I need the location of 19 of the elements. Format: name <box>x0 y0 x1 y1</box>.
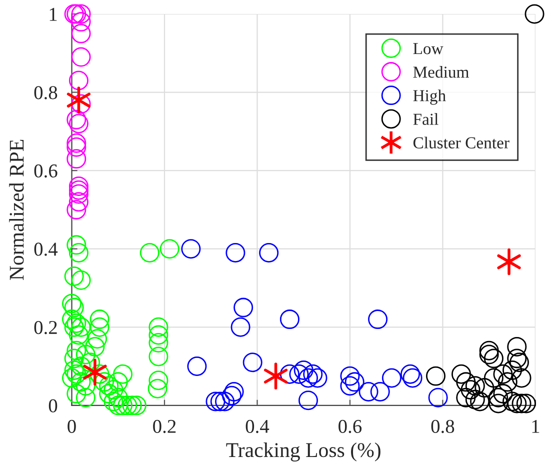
legend-label: Medium <box>413 66 469 78</box>
x-tick-label: 0.2 <box>153 420 176 434</box>
y-tick-label: 0.8 <box>34 86 58 100</box>
x-tick-label: 0 <box>68 420 76 433</box>
legend-label: Fail <box>413 113 438 125</box>
x-axis-title: Tracking Loss (%) <box>226 442 380 462</box>
x-tick-label: 1 <box>532 420 540 433</box>
y-tick-label: 1 <box>50 8 57 21</box>
y-tick-label: 0.2 <box>34 320 57 334</box>
y-tick-label: 0.6 <box>34 164 58 178</box>
x-tick-label: 0.4 <box>246 420 270 434</box>
legend-label: Cluster Center <box>413 136 510 148</box>
legend-label: High <box>413 90 446 105</box>
legend-label: Low <box>413 43 444 54</box>
y-tick-label: 0 <box>48 399 58 412</box>
y-axis-title: Normalized RPE <box>9 140 24 280</box>
y-tick-label: 0.4 <box>34 242 58 256</box>
x-tick-label: 0.6 <box>338 420 362 434</box>
x-tick-label: 0.8 <box>431 420 454 434</box>
